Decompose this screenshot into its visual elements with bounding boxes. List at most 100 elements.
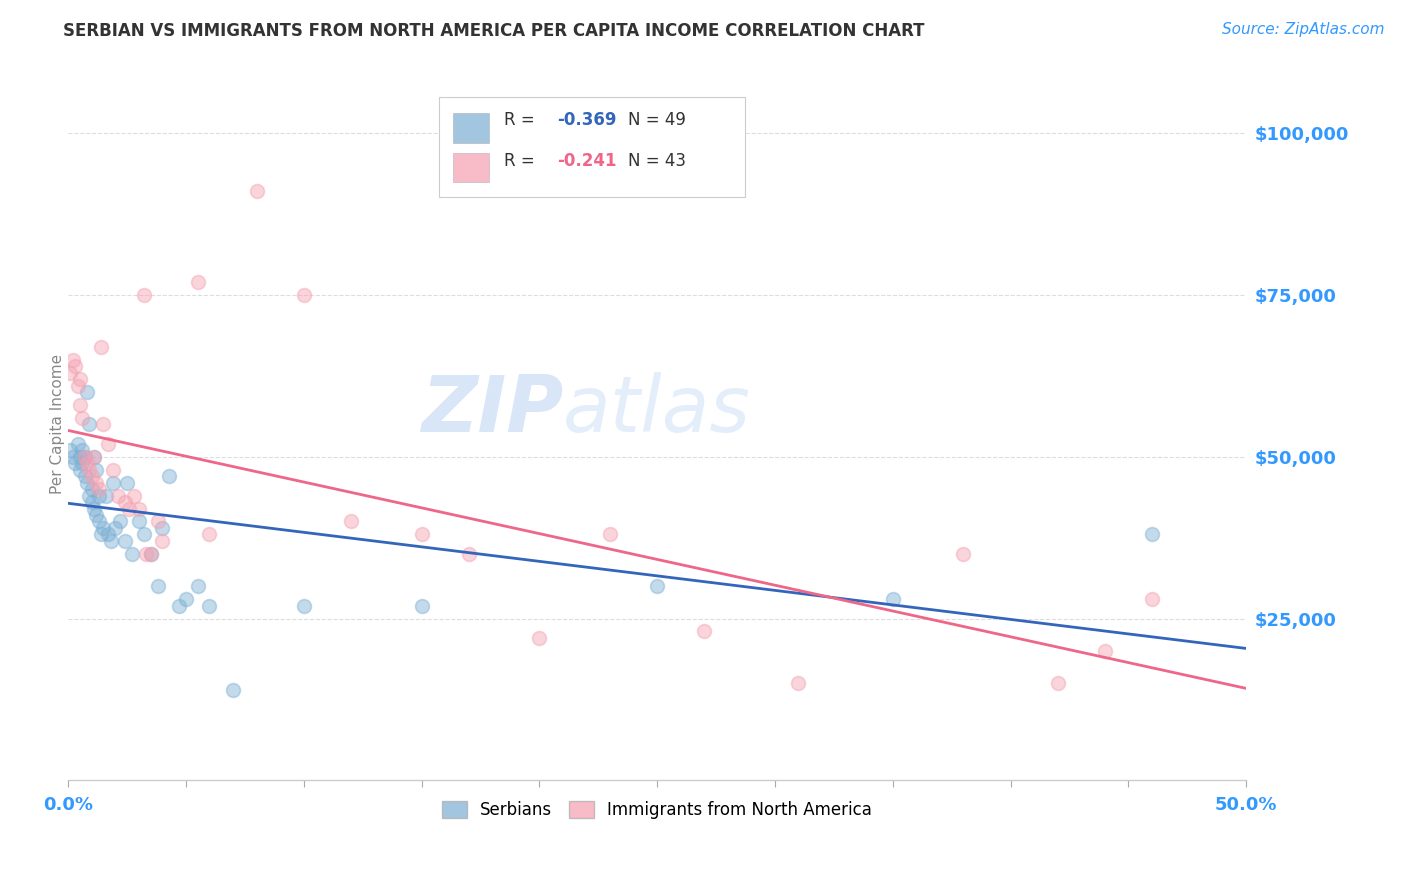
Point xyxy=(107,489,129,503)
Text: N = 49: N = 49 xyxy=(627,111,686,128)
Text: -0.369: -0.369 xyxy=(557,111,616,128)
Text: Source: ZipAtlas.com: Source: ZipAtlas.com xyxy=(1222,22,1385,37)
Point xyxy=(59,443,82,458)
Point xyxy=(83,450,105,464)
Text: ZIP: ZIP xyxy=(420,372,562,448)
Point xyxy=(94,489,117,503)
Point xyxy=(1046,676,1069,690)
Point xyxy=(159,469,181,483)
Point xyxy=(952,547,974,561)
Point xyxy=(72,456,94,470)
Point xyxy=(292,288,315,302)
Point xyxy=(66,378,89,392)
Point xyxy=(167,599,190,613)
Point xyxy=(87,489,110,503)
Point xyxy=(599,527,621,541)
Text: R =: R = xyxy=(503,111,540,128)
Point xyxy=(411,527,433,541)
Point xyxy=(150,521,173,535)
Point xyxy=(882,592,904,607)
Point xyxy=(146,515,169,529)
Point xyxy=(787,676,810,690)
Point xyxy=(59,366,82,380)
FancyBboxPatch shape xyxy=(439,97,745,196)
Point xyxy=(62,450,84,464)
Point xyxy=(79,417,101,432)
Point xyxy=(76,385,98,400)
Point xyxy=(246,185,269,199)
Point xyxy=(187,275,209,289)
Text: -0.241: -0.241 xyxy=(557,152,616,170)
Point xyxy=(79,489,101,503)
Point xyxy=(198,527,221,541)
Point xyxy=(93,417,115,432)
Point xyxy=(135,547,157,561)
Point xyxy=(76,456,98,470)
Point xyxy=(457,547,479,561)
Point xyxy=(80,495,103,509)
Point xyxy=(340,515,363,529)
Point xyxy=(73,450,96,464)
Point xyxy=(174,592,197,607)
Point xyxy=(69,398,91,412)
Point xyxy=(132,527,155,541)
Point xyxy=(69,463,91,477)
Point xyxy=(86,508,108,522)
Point xyxy=(83,501,105,516)
Point xyxy=(63,359,86,374)
Point xyxy=(128,515,150,529)
Text: atlas: atlas xyxy=(562,372,751,448)
Point xyxy=(86,475,108,490)
Point xyxy=(69,450,91,464)
Point xyxy=(90,527,112,541)
Point xyxy=(122,489,145,503)
Point xyxy=(108,515,131,529)
Point xyxy=(87,515,110,529)
Point xyxy=(1094,644,1116,658)
Point xyxy=(222,682,245,697)
Point xyxy=(292,599,315,613)
Point xyxy=(1140,527,1163,541)
Point xyxy=(1140,592,1163,607)
Point xyxy=(187,579,209,593)
FancyBboxPatch shape xyxy=(453,153,489,182)
Point xyxy=(146,579,169,593)
Point xyxy=(114,533,136,548)
Point xyxy=(101,463,124,477)
FancyBboxPatch shape xyxy=(453,113,489,144)
Point xyxy=(114,495,136,509)
Point xyxy=(73,469,96,483)
Point xyxy=(97,527,120,541)
Point xyxy=(693,624,716,639)
Text: R =: R = xyxy=(503,152,540,170)
Y-axis label: Per Capita Income: Per Capita Income xyxy=(49,354,65,494)
Point xyxy=(76,475,98,490)
Point xyxy=(132,288,155,302)
Point xyxy=(104,521,127,535)
Point xyxy=(80,482,103,496)
Point xyxy=(97,437,120,451)
Point xyxy=(150,533,173,548)
Point xyxy=(100,533,122,548)
Point xyxy=(72,443,94,458)
Point xyxy=(411,599,433,613)
Point xyxy=(87,482,110,496)
Point xyxy=(139,547,162,561)
Legend: Serbians, Immigrants from North America: Serbians, Immigrants from North America xyxy=(436,794,879,825)
Point xyxy=(198,599,221,613)
Point xyxy=(62,352,84,367)
Point xyxy=(128,501,150,516)
Point xyxy=(79,463,101,477)
Point xyxy=(80,469,103,483)
Point xyxy=(66,437,89,451)
Point xyxy=(645,579,668,593)
Point xyxy=(90,340,112,354)
Point xyxy=(118,501,141,516)
Text: N = 43: N = 43 xyxy=(627,152,686,170)
Point xyxy=(86,463,108,477)
Point xyxy=(529,631,551,645)
Point xyxy=(69,372,91,386)
Point xyxy=(93,521,115,535)
Point xyxy=(101,475,124,490)
Point xyxy=(72,411,94,425)
